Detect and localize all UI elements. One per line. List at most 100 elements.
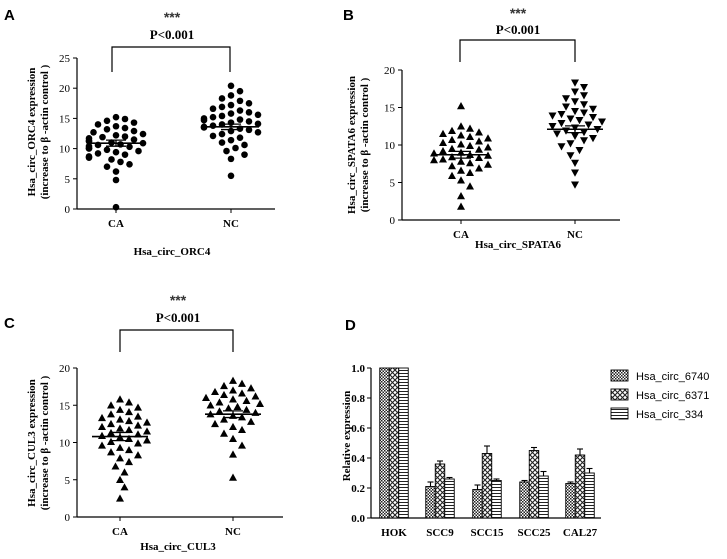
data-point-ca [98,441,106,449]
significance-stars: *** [510,5,527,21]
x-tick-label: NC [225,526,241,538]
x-tick-label: CAL27 [563,527,598,539]
data-point-ca [448,171,456,179]
data-point-nc [548,112,557,120]
x-axis-title: Hsa_circ_ORC4 [134,246,211,258]
y-tick-label: 5 [65,475,71,487]
data-point-nc [202,393,210,401]
x-tick-label: HOK [381,527,407,539]
bar-hsa-circ-6371 [481,453,493,519]
bar-hsa-circ-6740 [425,486,436,519]
significance-bracket [459,39,576,62]
data-point-ca [134,451,142,459]
data-point-nc [562,95,570,103]
panel-c: C *** P<0.001 Hsa_circ_CUL3 expression (… [4,292,283,553]
data-point-nc [571,79,579,87]
data-point-nc [227,155,235,163]
data-point-ca [484,134,492,142]
data-point-ca [457,202,465,210]
data-point-ca [94,150,102,157]
data-point-ca [121,124,129,132]
data-point-nc [218,95,226,102]
data-point-ca [457,192,465,200]
data-point-nc [241,151,248,158]
data-point-nc [571,88,579,96]
data-point-nc [256,399,264,407]
y-axis-title-line2: (increase to β -actin control ) [39,64,51,199]
y-tick-label: 0.4 [351,453,365,465]
x-tick-label: CA [108,218,124,230]
data-point-nc [209,105,217,113]
data-point-ca [439,147,447,155]
data-point-ca [103,146,111,154]
data-point-ca [143,418,151,426]
data-point-ca [439,155,447,163]
data-point-ca [439,129,447,137]
significance-bracket [111,46,231,72]
data-point-nc [238,441,246,449]
data-point-nc [571,159,579,167]
data-point-ca [107,401,115,409]
x-axis-title: Hsa_circ_SPATA6 [475,239,561,251]
data-point-nc [589,105,597,113]
data-point-ca [135,147,142,155]
data-point-ca [108,156,115,163]
p-value-label: P<0.001 [496,22,541,37]
data-point-ca [121,133,129,140]
data-point-ca [112,203,120,211]
panel-d: D Relative expression 0.0 0.2 0.4 0.6 0.8 1.0… [341,317,709,539]
bar-hsa-circ-334 [584,472,595,519]
data-point-nc [566,115,575,123]
data-point-nc [571,169,579,177]
y-tick-label: 10 [384,140,396,152]
x-tick-label: CA [112,526,128,538]
data-point-ca [107,419,115,428]
data-point-ca [112,122,120,130]
y-axis-title-line1: Hsa_circ_CUL3 expression [26,379,38,507]
data-point-nc [229,473,237,481]
y-tick-label: 0.0 [351,513,365,525]
p-value-label: P<0.001 [156,310,201,325]
data-point-ca [475,137,483,145]
data-point-ca [126,143,133,151]
data-point-nc [571,98,579,106]
data-point-nc [229,434,237,442]
bar-hsa-circ-6740 [565,483,576,519]
legend-swatch [610,407,629,420]
data-point-nc [580,101,588,109]
data-point-ca [125,445,133,454]
data-point-nc [206,401,215,409]
data-point-ca [85,154,93,161]
data-point-nc [238,425,246,434]
data-point-ca [134,439,142,447]
x-axis-title: Hsa_circ_CUL3 [140,541,216,553]
data-point-ca [457,102,465,110]
data-point-nc [211,419,219,428]
data-point-ca [112,176,120,184]
data-point-ca [484,143,492,151]
data-point-nc [566,140,575,148]
legend-label: Hsa_circ_6371 [636,390,709,402]
data-point-nc [227,110,235,117]
data-point-ca [98,431,106,439]
data-point-nc [245,109,253,116]
data-point-ca [134,430,142,438]
data-point-nc [254,128,262,136]
y-tick-label: 20 [59,83,71,95]
data-point-ca [107,448,115,456]
data-point-ca [116,475,124,483]
data-point-ca [121,115,129,123]
data-point-nc [232,144,239,152]
data-point-ca [116,494,124,502]
data-point-ca [98,413,106,422]
data-point-ca [117,158,124,166]
data-point-ca [116,454,124,462]
y-tick-label: 20 [384,65,396,77]
data-point-ca [121,151,129,158]
data-point-ca [107,437,115,445]
data-point-nc [227,92,235,99]
y-axis-title-line1: Hsa_circ_ORC4 expression [26,68,38,197]
data-point-nc [224,404,233,412]
data-point-ca [466,124,474,132]
data-point-ca [143,436,151,444]
